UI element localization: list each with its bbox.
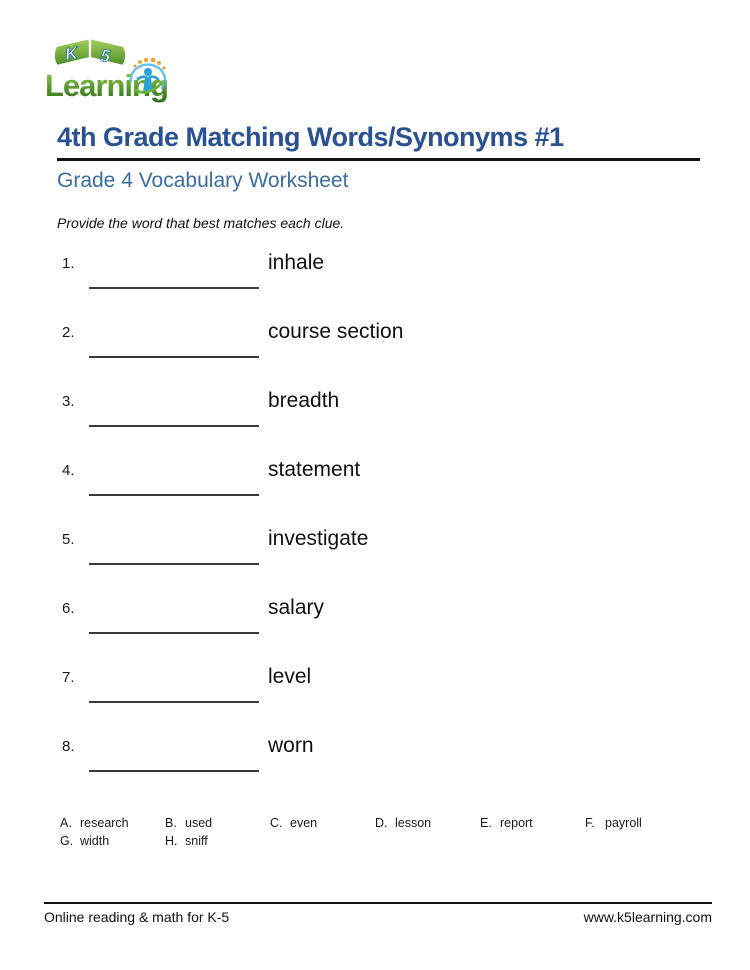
answer-blank-line [89,632,259,634]
word-bank-word: width [80,834,110,848]
question-clue: breadth [268,389,340,412]
word-bank-letter: G. [60,834,74,848]
k5-learning-logo: K 5 Learning [45,36,169,103]
word-bank-item: H. sniff [165,833,270,849]
question-number: 1. [62,255,75,272]
footer-tagline: Online reading & math for K-5 [44,909,230,925]
answer-blank-line [89,770,259,772]
page-title: 4th Grade Matching Words/Synonyms #1 [57,122,700,161]
question-clue: course section [268,320,404,343]
question-row: 1. inhale [57,249,677,318]
question-row: 4. statement [57,456,677,525]
word-bank-word: used [185,816,213,830]
question-row: 3. breadth [57,387,677,456]
logo-k-letter: K [64,43,81,64]
question-number: 7. [62,669,75,686]
word-bank-letter: H. [165,834,178,848]
question-clue: worn [268,734,314,757]
question-row: 8. worn [57,732,677,801]
answer-blank-line [89,425,259,427]
question-number: 2. [62,324,75,341]
word-bank-word: even [290,816,318,830]
word-bank-item: B. used [165,815,270,831]
word-bank-letter: E. [480,816,492,830]
word-bank-word: research [80,816,129,830]
question-row: 5. investigate [57,525,677,594]
question-clue: investigate [268,527,369,550]
logo-person-icon [129,57,167,94]
word-bank-letter: F. [585,816,595,830]
answer-blank-line [89,494,259,496]
answer-blank-line [89,287,259,289]
word-bank-word: lesson [395,816,432,830]
word-bank-letter: D. [375,816,388,830]
answer-blank-line [89,701,259,703]
word-bank-item: E. report [480,815,585,831]
question-number: 8. [62,738,75,755]
word-bank-letter: A. [60,816,72,830]
question-clue: salary [268,596,325,619]
word-bank-word: sniff [185,834,208,848]
question-row: 2. course section [57,318,677,387]
question-row: 6. salary [57,594,677,663]
page-footer: Online reading & math for K-5 www.k5lear… [44,902,712,925]
question-list: 1. inhale 2. course section 3. breadth 4… [57,249,677,801]
question-number: 3. [62,393,75,410]
word-bank: A. research B. used C. even D. lesson E. repo… [60,815,690,849]
question-number: 5. [62,531,75,548]
question-clue: level [268,665,312,688]
answer-blank-line [89,356,259,358]
question-row: 7. level [57,663,677,732]
question-clue: statement [268,458,361,481]
question-number: 4. [62,462,75,479]
question-number: 6. [62,600,75,617]
answer-blank-line [89,563,259,565]
word-bank-item: C. even [270,815,375,831]
logo-5-number: 5 [100,46,112,66]
k5-book-icon: K 5 [52,36,128,68]
question-clue: inhale [268,251,325,274]
word-bank-item: F. payroll [585,815,690,831]
word-bank-item: G. width [60,833,165,849]
instruction-text: Provide the word that best matches each … [57,215,345,231]
page-subtitle: Grade 4 Vocabulary Worksheet [57,169,349,192]
footer-website: www.k5learning.com [583,909,712,925]
word-bank-letter: C. [270,816,283,830]
word-bank-item: A. research [60,815,165,831]
word-bank-word: payroll [605,816,642,830]
word-bank-letter: B. [165,816,177,830]
word-bank-word: report [500,816,533,830]
word-bank-item: D. lesson [375,815,480,831]
